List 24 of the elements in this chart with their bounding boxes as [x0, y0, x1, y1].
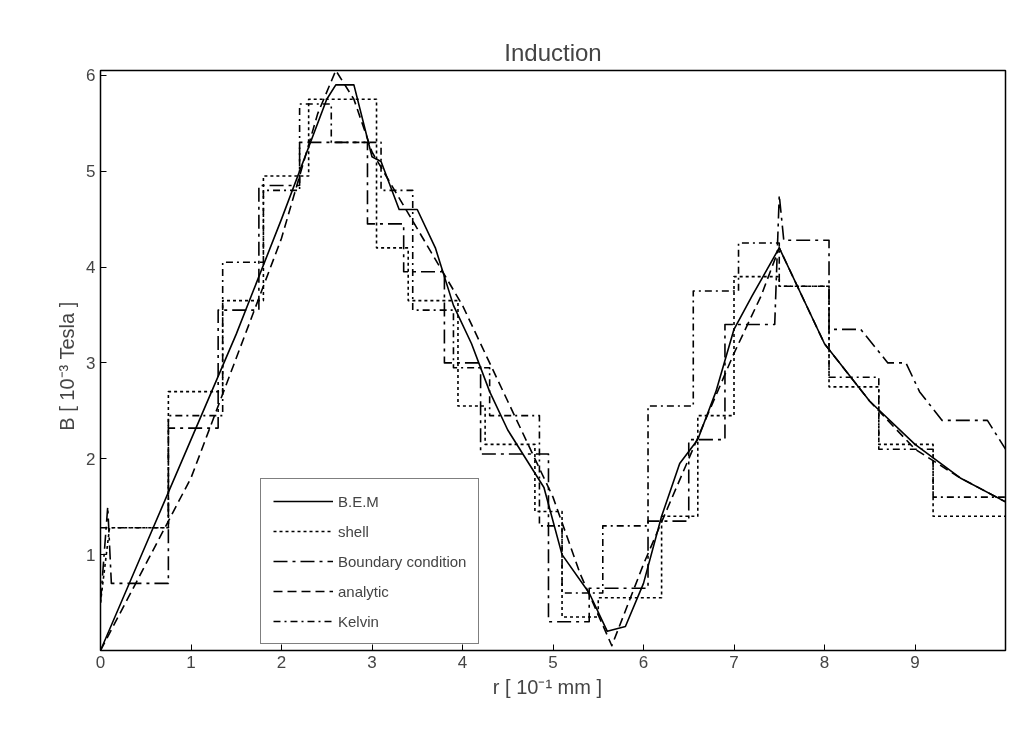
x-tick-label: 6 — [638, 652, 649, 672]
legend-label: shell — [338, 522, 369, 540]
legend-label: Kelvin — [338, 612, 379, 630]
y-tick-label: 5 — [86, 162, 96, 182]
y-tick-label: 1 — [86, 545, 96, 565]
legend-label: B.E.M — [338, 492, 379, 510]
x-tick-label: 5 — [548, 652, 558, 672]
y-axis-title: B [ 10⁻³ Tesla ] — [56, 301, 79, 431]
y-tick-label: 6 — [86, 66, 96, 86]
x-tick-label: 8 — [819, 652, 830, 672]
y-tick-label: 3 — [86, 353, 96, 373]
x-tick-label: 3 — [367, 652, 377, 672]
y-tick-label: 4 — [86, 258, 96, 278]
x-tick-label: 4 — [457, 652, 468, 672]
x-tick-label: 9 — [910, 652, 920, 672]
x-tick-label: 1 — [186, 652, 196, 672]
y-tick-label: 2 — [86, 449, 96, 469]
x-tick-label: 7 — [729, 652, 739, 672]
legend-label: analytic — [338, 582, 389, 600]
x-axis-title: r [ 10⁻¹ mm ] — [492, 675, 603, 698]
x-tick-label: 2 — [276, 652, 287, 672]
x-tick-label: 0 — [95, 652, 106, 672]
chart-title: Induction — [504, 38, 602, 66]
legend-label: Boundary condition — [338, 552, 467, 570]
